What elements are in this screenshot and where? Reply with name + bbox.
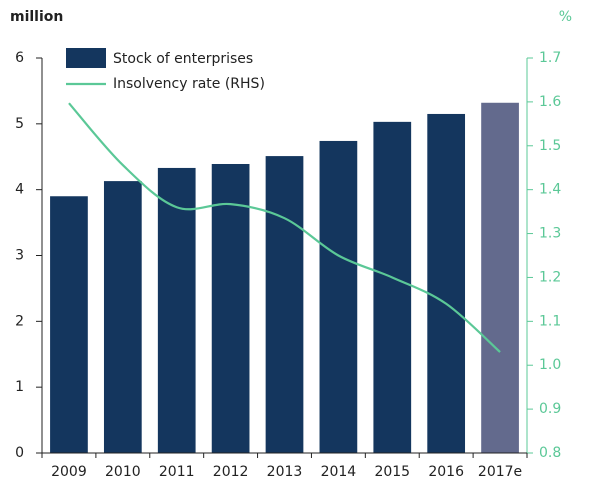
y-tick-label: 1 bbox=[15, 379, 24, 395]
y-tick-label: 0 bbox=[15, 445, 24, 461]
bar bbox=[427, 113, 466, 453]
y2-axis-label: % bbox=[559, 9, 572, 25]
x-tick-label: 2015 bbox=[374, 464, 410, 480]
y-tick-label: 4 bbox=[15, 182, 24, 198]
x-tick-label: 2011 bbox=[159, 464, 195, 480]
y-tick-label: 3 bbox=[15, 248, 24, 264]
y2-tick-label: 1.3 bbox=[539, 226, 561, 242]
y-tick-label: 6 bbox=[15, 50, 24, 66]
legend-label: Stock of enterprises bbox=[113, 51, 253, 67]
y2-tick-label: 0.9 bbox=[539, 401, 561, 417]
x-tick-label: 2014 bbox=[321, 464, 357, 480]
y2-tick-label: 1.7 bbox=[539, 50, 561, 66]
y2-tick-label: 1.0 bbox=[539, 357, 561, 373]
y2-tick-label: 1.2 bbox=[539, 269, 561, 285]
y2-tick-label: 1.6 bbox=[539, 94, 561, 110]
line bbox=[68, 102, 501, 353]
y2-tick-label: 1.4 bbox=[539, 182, 561, 198]
x-tick-label: 2012 bbox=[213, 464, 249, 480]
x-tick-label: 2013 bbox=[267, 464, 303, 480]
y-tick-label: 2 bbox=[15, 313, 24, 329]
y2-tick-label: 1.5 bbox=[539, 138, 561, 154]
bar bbox=[319, 140, 358, 453]
bar bbox=[50, 196, 88, 453]
bar bbox=[103, 181, 142, 453]
bar bbox=[157, 167, 196, 454]
legend-label: Insolvency rate (RHS) bbox=[113, 76, 265, 92]
x-tick-label: 2016 bbox=[428, 464, 464, 480]
legend-swatch bbox=[66, 48, 106, 68]
x-tick-label: 2009 bbox=[51, 464, 87, 480]
x-tick-label: 2017e bbox=[478, 464, 522, 480]
x-tick-label: 2010 bbox=[105, 464, 141, 480]
bar bbox=[373, 121, 412, 453]
y-axis-label: million bbox=[10, 9, 63, 25]
bar bbox=[481, 102, 519, 454]
y2-tick-label: 1.1 bbox=[539, 313, 561, 329]
y-tick-label: 5 bbox=[15, 116, 24, 132]
bar bbox=[211, 163, 250, 453]
y2-tick-label: 0.8 bbox=[539, 445, 561, 461]
bar bbox=[265, 156, 304, 453]
